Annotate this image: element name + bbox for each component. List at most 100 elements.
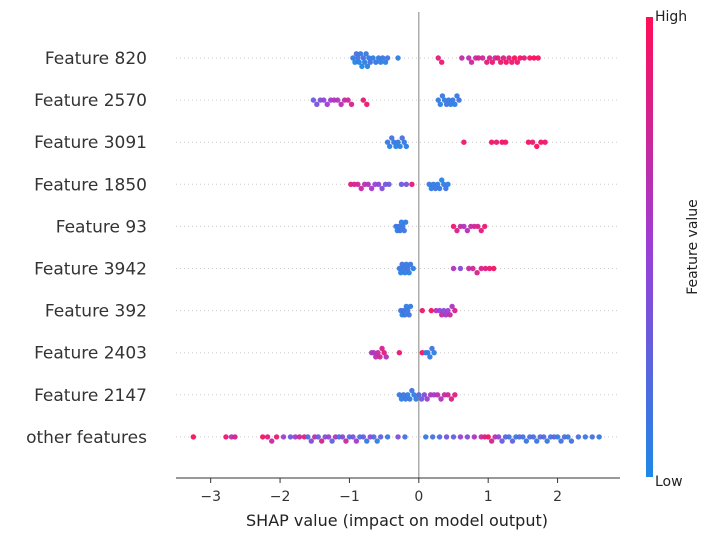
- shap-point: [405, 307, 411, 314]
- shap-point: [364, 438, 370, 444]
- shap-point: [375, 350, 381, 356]
- shap-point: [383, 354, 389, 360]
- shap-point: [479, 55, 486, 61]
- shap-point: [399, 261, 405, 267]
- shap-point: [375, 55, 382, 61]
- colorbar-low-label: Low: [655, 474, 683, 490]
- shap-point: [396, 392, 403, 398]
- shap-point: [439, 59, 445, 65]
- shap-point: [493, 139, 500, 145]
- shap-point: [350, 434, 356, 440]
- shap-point: [429, 434, 436, 440]
- shap-point: [384, 55, 391, 61]
- shap-point: [419, 307, 425, 314]
- shap-point: [527, 55, 533, 61]
- shap-point: [428, 185, 434, 192]
- shap-point: [489, 59, 496, 65]
- shap-point: [334, 97, 341, 103]
- shap-point: [448, 396, 455, 402]
- shap-point: [544, 438, 550, 444]
- shap-point: [435, 97, 441, 103]
- shap-point: [321, 97, 327, 103]
- shap-point: [402, 270, 408, 276]
- shap-point: [531, 55, 537, 61]
- feature-label: other features: [26, 428, 147, 448]
- shap-point: [497, 59, 504, 65]
- shap-point: [401, 139, 407, 145]
- shap-point: [403, 261, 410, 267]
- shap-point: [511, 55, 518, 61]
- shap-point: [401, 227, 407, 234]
- shap-point: [360, 97, 367, 103]
- shap-point: [509, 59, 515, 65]
- shap-point: [292, 434, 299, 440]
- shap-point: [360, 55, 367, 61]
- shap-point: [478, 265, 484, 272]
- shap-point: [466, 265, 472, 272]
- shap-point: [439, 177, 445, 183]
- shap-point: [405, 392, 411, 398]
- shap-point: [371, 434, 377, 440]
- shap-point: [457, 265, 464, 272]
- shap-point: [486, 55, 493, 61]
- feature-label: Feature 2147: [34, 386, 147, 406]
- shap-point: [452, 307, 458, 314]
- shap-point: [308, 438, 314, 444]
- feature-label: Feature 3091: [34, 133, 147, 153]
- shap-point: [416, 392, 422, 398]
- shap-point: [429, 345, 435, 352]
- shap-point: [450, 223, 457, 230]
- shap-point: [461, 223, 467, 230]
- x-tick-label: −2: [270, 489, 291, 505]
- shap-point: [421, 392, 428, 398]
- shap-point: [402, 396, 409, 402]
- shap-point: [395, 223, 402, 230]
- shap-point: [521, 55, 527, 61]
- shap-point: [343, 438, 349, 444]
- shap-point: [441, 97, 448, 103]
- shap-point: [357, 51, 364, 57]
- shap-point: [379, 345, 385, 352]
- shap-point: [443, 185, 449, 192]
- plot-area: −3 −2 −1 0 1 2 Feature 820 Feature 2570 Feature …: [26, 12, 620, 505]
- shap-point: [373, 354, 379, 360]
- shap-point: [468, 59, 475, 65]
- shap-point: [582, 434, 589, 440]
- shap-point: [506, 55, 512, 61]
- shap-point: [368, 185, 375, 192]
- shap-point: [314, 101, 320, 108]
- shap-point: [371, 350, 377, 356]
- shap-point: [377, 354, 383, 360]
- shap-point: [452, 101, 458, 108]
- shap-point: [305, 434, 311, 440]
- shap-point: [391, 139, 397, 145]
- shap-point: [377, 59, 384, 65]
- shap-point: [457, 434, 464, 440]
- shap-point: [484, 59, 490, 65]
- shap-point: [445, 392, 451, 398]
- shap-point: [296, 434, 303, 440]
- shap-point: [232, 434, 238, 440]
- shap-point: [575, 434, 582, 440]
- shap-point: [348, 101, 355, 108]
- shap-point: [315, 434, 321, 440]
- shap-point: [438, 396, 444, 402]
- shap-point: [424, 396, 430, 402]
- shap-point: [367, 59, 373, 65]
- shap-point: [418, 396, 425, 402]
- shap-point: [363, 51, 369, 57]
- shap-point: [520, 434, 526, 440]
- shap-point: [534, 438, 540, 444]
- shap-point: [382, 59, 389, 65]
- shap-point: [436, 434, 443, 440]
- shap-point: [403, 181, 410, 187]
- shap-point: [474, 270, 480, 276]
- feature-label: Feature 3942: [34, 260, 147, 280]
- x-tick-label: 0: [414, 489, 423, 505]
- shap-point: [400, 265, 407, 272]
- shap-point: [568, 438, 575, 444]
- shap-point: [338, 101, 344, 108]
- shap-point: [534, 143, 540, 150]
- shap-point: [509, 438, 516, 444]
- shap-point: [464, 227, 471, 234]
